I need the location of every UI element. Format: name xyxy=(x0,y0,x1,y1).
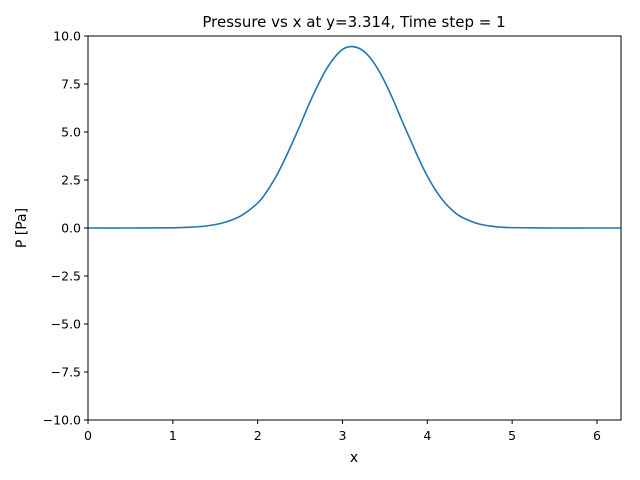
y-tick-label: 2.5 xyxy=(61,173,81,188)
y-tick-label: −5.0 xyxy=(51,317,81,332)
y-tick-label: −7.5 xyxy=(51,365,81,380)
y-tick-label: 0.0 xyxy=(61,221,81,236)
x-tick-label: 2 xyxy=(254,428,262,443)
x-axis-ticks: 0 1 2 3 4 5 6 xyxy=(84,420,601,443)
y-tick-label: 5.0 xyxy=(61,125,81,140)
y-tick-label: −2.5 xyxy=(51,269,81,284)
y-tick-label: −10.0 xyxy=(43,413,81,428)
y-axis-ticks: −10.0 −7.5 −5.0 −2.5 0.0 2.5 5.0 7.5 10.0 xyxy=(43,29,88,428)
x-tick-label: 3 xyxy=(339,428,347,443)
y-tick-label: 7.5 xyxy=(61,77,81,92)
x-tick-label: 4 xyxy=(423,428,431,443)
x-tick-label: 0 xyxy=(84,428,92,443)
y-tick-label: 10.0 xyxy=(53,29,81,44)
plot-frame xyxy=(87,35,622,421)
x-tick-label: 1 xyxy=(169,428,177,443)
y-axis-label: P [Pa] xyxy=(14,208,30,248)
x-tick-label: 5 xyxy=(508,428,516,443)
x-tick-label: 6 xyxy=(593,428,601,443)
chart-title: Pressure vs x at y=3.314, Time step = 1 xyxy=(202,13,505,31)
plot-area xyxy=(87,45,621,229)
x-axis-label: x xyxy=(350,450,358,466)
pressure-series-line xyxy=(87,45,621,229)
